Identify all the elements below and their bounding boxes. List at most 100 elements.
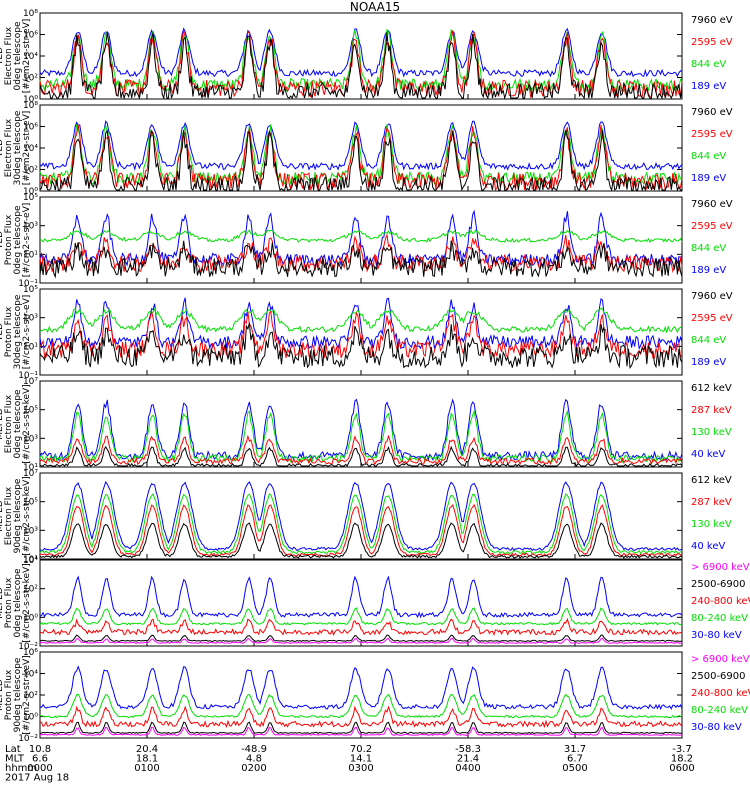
series-line [39,705,683,729]
y-axis-label-line: Electron Flux [4,486,14,545]
footer-hhmm: 0100 [134,763,159,774]
footer-lat: 31.7 [564,744,586,755]
legend-entry: 7960 eV [691,199,733,210]
footer-hhmm: 0500 [562,763,587,774]
footer-mlt: 14.1 [350,754,372,765]
y-axis-label-line: TED [0,231,5,250]
y-axis-label-line: 30deg telescope [13,294,23,369]
legend-entry: 189 eV [691,357,726,368]
legend-entry: 2500-6900 [691,671,746,682]
y-axis-label-line: [#/cm2-s-str-eV] [22,111,32,186]
series-line [39,607,683,626]
series-line [39,27,683,78]
footer-lat: 10.8 [29,744,51,755]
legend-entry: 40 keV [691,541,725,552]
legend-entry: 844 eV [691,243,726,254]
y-tick-label: 10⁰ [23,187,38,197]
series-line [39,480,683,552]
y-tick-label: 10⁻¹ [18,279,38,289]
y-axis-label-line: 90deg telescope [13,657,23,732]
footer-lat: 70.2 [350,744,372,755]
series-line [39,665,683,711]
y-axis-label-line: [#/cm2-s-str-keV] [22,384,32,463]
legend-entry: 2595 eV [691,313,733,324]
y-tick-label: 10² [23,74,38,84]
legend-entry: 844 eV [691,151,726,162]
legend-entry: 612 keV [691,383,732,394]
legend-entry: > 6900 keV [691,562,750,573]
figure-title: NOAA15 [350,0,400,14]
legend-entry: 844 eV [691,335,726,346]
footer-hhmm: 0000 [27,763,52,774]
y-axis-label: TEDElectron Flux0deg telescope[#/cm2-s-s… [0,19,32,94]
footer-hhmm: 0300 [348,763,373,774]
y-axis-label-line: 0deg telescope [13,21,23,91]
y-tick-label: 10⁵ [23,193,38,203]
legend-entry: 80-240 keV [691,705,748,716]
y-axis-label-line: [#/cm2-s-str-eV] [22,295,32,370]
y-axis-label-line: Proton Flux [4,306,14,357]
footer-hhmm: 0400 [455,763,480,774]
footer-mlt: 6.6 [32,754,48,765]
series-line [39,637,683,644]
y-tick-label: 10¹ [23,342,38,352]
y-axis-label-line: [#/cm2-s-str-keV] [22,655,32,734]
y-tick-label: 10¹ [23,250,38,260]
legend-entry: 189 eV [691,173,726,184]
y-tick-label: 10⁻² [18,642,38,652]
legend-entry: 30-80 keV [691,722,742,733]
y-tick-label: 10¹ [23,555,38,565]
footer-mlt: 21.4 [457,754,479,765]
legend-entry: 2500-6900 [691,579,746,590]
legend-entry: 240-800 keV [691,596,750,607]
footer-row-label: Lat [5,744,21,755]
legend-entry: 189 eV [691,265,726,276]
series-line [39,209,683,267]
series-line [39,445,683,467]
series-line [39,493,683,555]
y-axis-label-line: [#/cm2-s-str-keV] [22,563,32,642]
legend-entry: 7960 eV [691,291,733,302]
plot-frame [39,472,683,560]
series-line [39,30,683,99]
series-line [39,31,683,100]
series-line [39,120,683,171]
footer-row-label: MLT [5,754,25,765]
series-line [39,322,683,369]
series-line [39,310,683,360]
footer-mlt: 4.8 [246,754,262,765]
y-tick-label: 10³ [23,434,38,444]
legend-entry: 30-80 keV [691,630,742,641]
y-axis-label-line: TED [0,47,5,66]
series-line [40,503,683,557]
y-axis-label-line: 90deg telescope [13,478,23,553]
y-axis-label-line: Proton Flux [4,577,14,628]
y-tick-label: 10⁷ [23,377,38,387]
y-tick-label: 10⁴ [23,144,38,154]
y-tick-label: 10⁶ [23,31,38,41]
legend-entry: 40 keV [691,449,725,460]
y-tick-label: 10² [23,585,38,595]
y-axis-label: TEDProton Flux0deg telescope[#/cm2-s-str… [0,203,32,278]
series-line [39,522,683,559]
y-tick-label: 10⁸ [23,9,38,19]
series-line [39,124,683,191]
footer-hhmm: 0600 [669,763,694,774]
y-tick-label: 10³ [23,526,38,536]
legend-entry: 7960 eV [691,107,733,118]
y-tick-label: 10⁰ [23,95,38,105]
legend-entry: 130 keV [691,427,732,438]
footer-mlt: 6.7 [567,754,583,765]
legend-entry: 7960 eV [691,15,733,26]
footer-mlt: 18.1 [136,754,158,765]
plot-frame [39,651,683,739]
footer-row-label: 2017 Aug 18 [5,773,69,784]
y-axis-label-line: 0deg telescope [13,205,23,275]
series-line [39,575,683,619]
y-axis-label-line: [#/cm2-s-str-keV] [22,476,32,555]
